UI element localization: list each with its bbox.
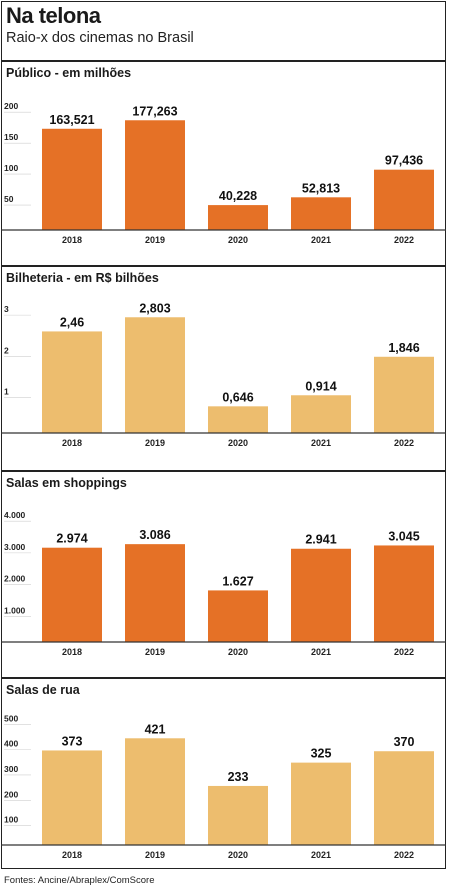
bar-chart: 50 100 150 200 163,521 2018 177,263 2019 40,228 2… — [1, 101, 446, 245]
value-label: 40,228 — [219, 189, 257, 203]
value-label: 97,436 — [385, 154, 423, 168]
bar-2021 — [291, 197, 351, 230]
bar-2020 — [208, 590, 268, 642]
chart-panel-salas-shoppings: Salas em shoppings 1.000 2.000 3.000 4.000 2… — [1, 472, 446, 677]
value-label: 2,46 — [60, 315, 84, 329]
x-tick-label: 2019 — [145, 235, 165, 245]
y-tick-label: 400 — [4, 739, 18, 749]
x-tick-label: 2021 — [311, 438, 331, 448]
page-title: Na telona — [6, 3, 101, 28]
value-label: 1,846 — [388, 341, 419, 355]
x-tick-label: 2019 — [145, 438, 165, 448]
y-tick-label: 150 — [4, 132, 18, 142]
y-tick-label: 2 — [4, 345, 9, 355]
bar-2022 — [374, 356, 434, 433]
value-label: 2.941 — [305, 533, 336, 547]
bar-2021 — [291, 395, 351, 433]
value-label: 325 — [311, 747, 332, 761]
divider — [1, 677, 446, 679]
source-note: Fontes: Ancine/Abraplex/ComScore — [4, 875, 155, 886]
x-tick-label: 2018 — [62, 235, 82, 245]
y-tick-label: 300 — [4, 764, 18, 774]
y-tick-label: 4.000 — [4, 510, 26, 520]
divider — [1, 265, 446, 267]
y-tick-label: 100 — [4, 815, 18, 825]
chart-title: Bilheteria - em R$ bilhões — [6, 271, 159, 285]
value-label: 0,914 — [305, 379, 336, 393]
x-tick-label: 2021 — [311, 235, 331, 245]
chart-title: Salas em shoppings — [6, 476, 127, 490]
bar-2019 — [125, 120, 185, 230]
x-tick-label: 2022 — [394, 647, 414, 657]
x-tick-label: 2018 — [62, 850, 82, 860]
bar-chart: 1 2 3 2,46 2018 2,803 2019 0,646 2020 0,914 2021 1,… — [1, 301, 446, 448]
y-tick-label: 50 — [4, 194, 14, 204]
bar-chart: 1.000 2.000 3.000 4.000 2.974 2018 3.086 2019 1.… — [1, 510, 446, 657]
page-subtitle: Raio-x dos cinemas no Brasil — [6, 30, 194, 46]
bar-2018 — [42, 128, 102, 230]
bar-2020 — [208, 205, 268, 230]
y-tick-label: 200 — [4, 789, 18, 799]
x-tick-label: 2022 — [394, 850, 414, 860]
value-label: 0,646 — [222, 390, 253, 404]
x-tick-label: 2020 — [228, 438, 248, 448]
x-tick-label: 2020 — [228, 235, 248, 245]
x-tick-label: 2020 — [228, 647, 248, 657]
y-tick-label: 100 — [4, 163, 18, 173]
x-tick-label: 2019 — [145, 850, 165, 860]
chart-panel-bilheteria: Bilheteria - em R$ bilhões 1 2 3 2,46 2018 2,… — [1, 267, 446, 470]
y-tick-label: 1 — [4, 387, 9, 397]
x-tick-label: 2021 — [311, 850, 331, 860]
bar-2018 — [42, 547, 102, 642]
value-label: 3.045 — [388, 529, 419, 543]
value-label: 163,521 — [49, 113, 94, 127]
value-label: 52,813 — [302, 181, 340, 195]
bar-2019 — [125, 544, 185, 642]
chart-panel-salas-rua: Salas de rua 100 200 300 400 500 373 2018 421 20… — [1, 679, 446, 869]
bar-2020 — [208, 785, 268, 845]
bar-2021 — [291, 548, 351, 642]
bar-2020 — [208, 406, 268, 433]
x-tick-label: 2018 — [62, 438, 82, 448]
bar-2018 — [42, 750, 102, 845]
bar-2022 — [374, 169, 434, 230]
value-label: 3.086 — [139, 528, 170, 542]
x-tick-label: 2020 — [228, 850, 248, 860]
value-label: 373 — [62, 734, 83, 748]
chart-panel-publico: Público - em milhões 50 100 150 200 163,521 2… — [1, 62, 446, 265]
x-tick-label: 2022 — [394, 438, 414, 448]
x-tick-label: 2022 — [394, 235, 414, 245]
bar-2019 — [125, 738, 185, 845]
value-label: 421 — [145, 722, 166, 736]
bar-chart: 100 200 300 400 500 373 2018 421 2019 233 2020 325 2… — [1, 713, 446, 860]
value-label: 2.974 — [56, 532, 87, 546]
divider — [1, 470, 446, 472]
bar-2021 — [291, 762, 351, 845]
value-label: 177,263 — [132, 104, 177, 118]
y-tick-label: 3 — [4, 304, 9, 314]
x-tick-label: 2019 — [145, 647, 165, 657]
divider — [1, 60, 446, 62]
value-label: 2,803 — [139, 301, 170, 315]
x-tick-label: 2021 — [311, 647, 331, 657]
value-label: 370 — [394, 735, 415, 749]
chart-title: Público - em milhões — [6, 66, 132, 80]
bar-2018 — [42, 331, 102, 433]
chart-title: Salas de rua — [6, 683, 80, 697]
bar-2019 — [125, 317, 185, 433]
value-label: 1.627 — [222, 574, 253, 588]
y-tick-label: 3.000 — [4, 542, 26, 552]
bar-2022 — [374, 751, 434, 845]
x-tick-label: 2018 — [62, 647, 82, 657]
y-tick-label: 200 — [4, 101, 18, 111]
y-tick-label: 1.000 — [4, 605, 26, 615]
bar-2022 — [374, 545, 434, 642]
y-tick-label: 2.000 — [4, 574, 26, 584]
value-label: 233 — [228, 770, 249, 784]
y-tick-label: 500 — [4, 713, 18, 723]
infographic-frame — [1, 1, 446, 869]
